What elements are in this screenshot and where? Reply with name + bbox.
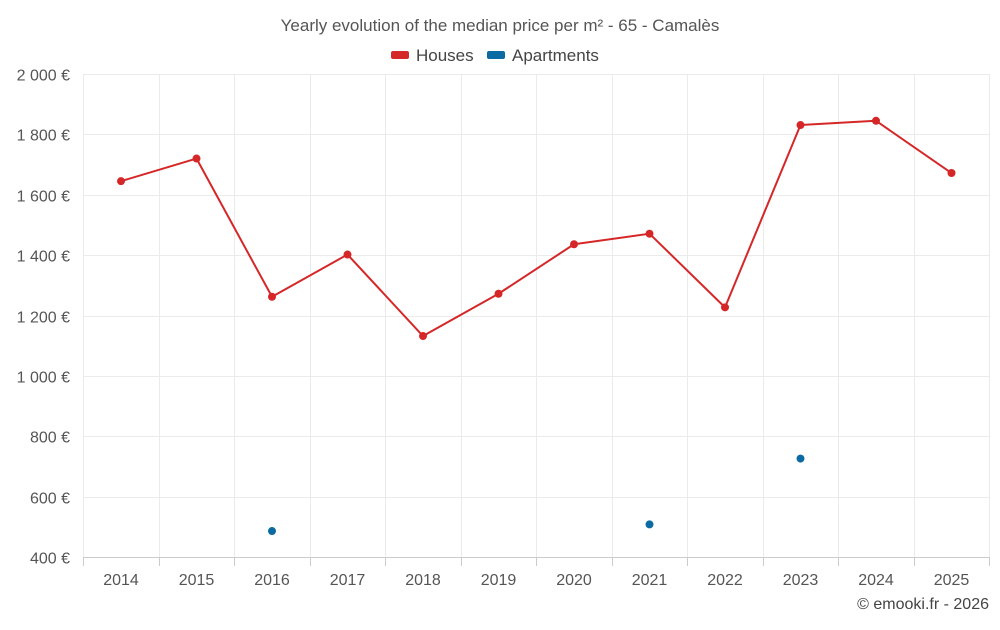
- houses-point-2021[interactable]: [645, 229, 654, 238]
- x-tick-label: 2023: [783, 572, 819, 589]
- legend[interactable]: Houses Apartments: [391, 46, 599, 65]
- y-tick-label: 1 000 €: [17, 370, 70, 387]
- y-tick-label: 600 €: [30, 491, 70, 508]
- grid: [83, 74, 990, 557]
- x-tick-label: 2016: [254, 572, 290, 589]
- y-tick-label: 400 €: [30, 551, 70, 568]
- legend-label-houses: Houses: [416, 46, 474, 65]
- y-tick-label: 1 800 €: [17, 128, 70, 145]
- x-axis: 2014 2015 2016 2017 2018 2019 2020 2021 2022 2023…: [83, 557, 990, 589]
- apartments-point-2023[interactable]: [796, 454, 805, 463]
- x-tick-label: 2019: [481, 572, 517, 589]
- y-tick-label: 800 €: [30, 430, 70, 447]
- x-tick-label: 2020: [556, 572, 592, 589]
- houses-point-2024[interactable]: [872, 116, 880, 125]
- houses-point-2023[interactable]: [796, 121, 805, 130]
- x-tick-label: 2021: [632, 572, 668, 589]
- legend-label-apartments: Apartments: [512, 46, 599, 65]
- x-tick-label: 2025: [934, 572, 970, 589]
- x-tick-label: 2022: [707, 572, 743, 589]
- legend-swatch-apartments: [487, 51, 505, 59]
- x-tick-label: 2017: [330, 572, 366, 589]
- y-tick-label: 2 000 €: [17, 68, 70, 85]
- legend-item-apartments[interactable]: Apartments: [487, 46, 599, 65]
- apartments-point-2021[interactable]: [645, 520, 654, 529]
- x-tick-label: 2018: [405, 572, 441, 589]
- houses-point-2017[interactable]: [343, 250, 352, 259]
- legend-swatch-houses: [391, 51, 409, 59]
- credit-text: © emooki.fr - 2026: [857, 596, 989, 613]
- y-tick-label: 1 200 €: [17, 310, 70, 327]
- y-axis: 400 € 600 € 800 € 1 000 € 1 200 € 1 400 € 1 60…: [17, 68, 70, 568]
- chart-title: Yearly evolution of the median price per…: [281, 16, 720, 35]
- legend-item-houses[interactable]: Houses: [391, 46, 474, 65]
- houses-point-2018[interactable]: [419, 332, 427, 341]
- apartments-point-2016[interactable]: [268, 527, 276, 536]
- houses-point-2019[interactable]: [494, 289, 503, 298]
- houses-point-2025[interactable]: [947, 169, 956, 178]
- x-tick-label: 2015: [179, 572, 215, 589]
- x-tick-label: 2024: [858, 572, 894, 589]
- houses-point-2014[interactable]: [117, 177, 125, 186]
- houses-point-2020[interactable]: [570, 240, 578, 249]
- houses-point-2015[interactable]: [192, 154, 201, 163]
- houses-point-2016[interactable]: [268, 292, 276, 301]
- y-tick-label: 1 400 €: [17, 249, 70, 266]
- houses-series-line: [120, 119, 953, 338]
- y-tick-label: 1 600 €: [17, 189, 70, 206]
- series-layer: [117, 116, 956, 536]
- houses-point-2022[interactable]: [721, 303, 729, 312]
- x-tick-label: 2014: [103, 572, 139, 589]
